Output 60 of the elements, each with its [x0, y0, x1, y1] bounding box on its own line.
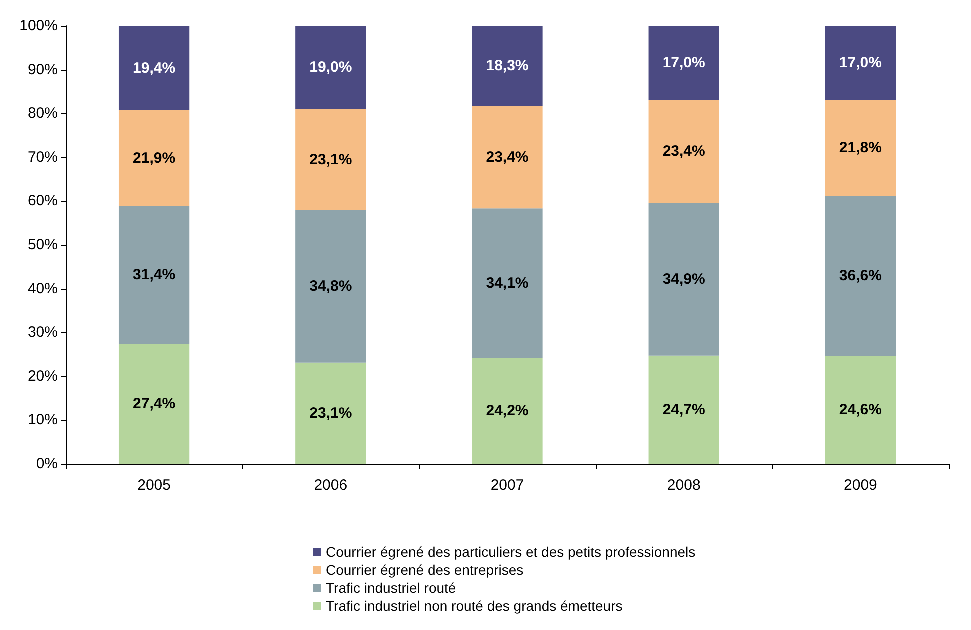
data-label: 24,7% — [662, 401, 706, 418]
data-label: 31,4% — [133, 266, 176, 284]
data-label: 34,8% — [310, 278, 352, 296]
data-label: 23,4% — [662, 143, 706, 160]
data-label: 23,4% — [486, 148, 529, 166]
bar — [296, 26, 366, 110]
data-label: 19,0% — [310, 59, 352, 76]
data-label: 34,1% — [486, 274, 529, 292]
bar — [648, 202, 720, 356]
bar — [825, 196, 896, 356]
bar — [472, 26, 543, 106]
data-label: 21,9% — [133, 150, 176, 167]
y-tick-label: 30% — [28, 324, 58, 342]
bar — [472, 106, 543, 209]
y-tick-label: 100% — [20, 18, 58, 34]
bar — [825, 356, 896, 464]
y-tick-label: 70% — [28, 148, 58, 166]
y-tick-label: 60% — [28, 192, 58, 210]
legend-label: Courrier égrené des entreprises — [326, 562, 524, 578]
bar — [825, 26, 896, 100]
data-label: 24,6% — [839, 402, 882, 419]
data-label: 34,9% — [662, 270, 706, 288]
data-label: 27,4% — [133, 395, 176, 412]
bar — [472, 358, 543, 464]
data-label: 21,8% — [839, 140, 882, 157]
data-label: 19,4% — [133, 60, 176, 77]
data-label: 24,2% — [486, 402, 529, 420]
data-label: 36,6% — [839, 268, 882, 285]
bar — [648, 356, 720, 464]
y-tick-label: 90% — [28, 61, 58, 78]
bar — [296, 362, 366, 464]
bar — [296, 109, 366, 210]
y-tick-label: 20% — [28, 368, 58, 385]
y-tick-label: 10% — [28, 412, 58, 429]
y-tick-label: 40% — [28, 280, 58, 298]
data-label: 17,0% — [839, 54, 882, 72]
bar — [118, 110, 190, 206]
bar — [118, 26, 190, 111]
legend-label: Courrier égrené des particuliers et des petits professionnels — [326, 544, 696, 560]
data-label: 23,1% — [310, 151, 352, 168]
legend-label: Trafic industriel routé — [326, 580, 456, 596]
x-tick-label: 2005 — [138, 477, 171, 494]
y-tick-label: 0% — [36, 456, 58, 472]
y-tick-label: 50% — [28, 236, 58, 254]
data-label: 17,0% — [662, 54, 706, 72]
bar — [825, 100, 896, 196]
bar — [296, 210, 366, 363]
legend-label: Trafic industriel non routé des grands émetteurs — [326, 598, 623, 614]
y-tick-label: 80% — [28, 105, 58, 122]
bar — [648, 100, 720, 203]
bar — [472, 208, 543, 358]
bar — [648, 26, 720, 100]
x-tick-label: 2007 — [490, 477, 524, 494]
bar — [118, 206, 190, 344]
x-tick-label: 2008 — [667, 477, 701, 494]
x-tick-label: 2006 — [314, 477, 348, 494]
data-label: 18,3% — [486, 58, 529, 75]
x-tick-label: 2009 — [844, 477, 878, 494]
data-label: 23,1% — [310, 404, 352, 422]
bar — [118, 344, 190, 464]
